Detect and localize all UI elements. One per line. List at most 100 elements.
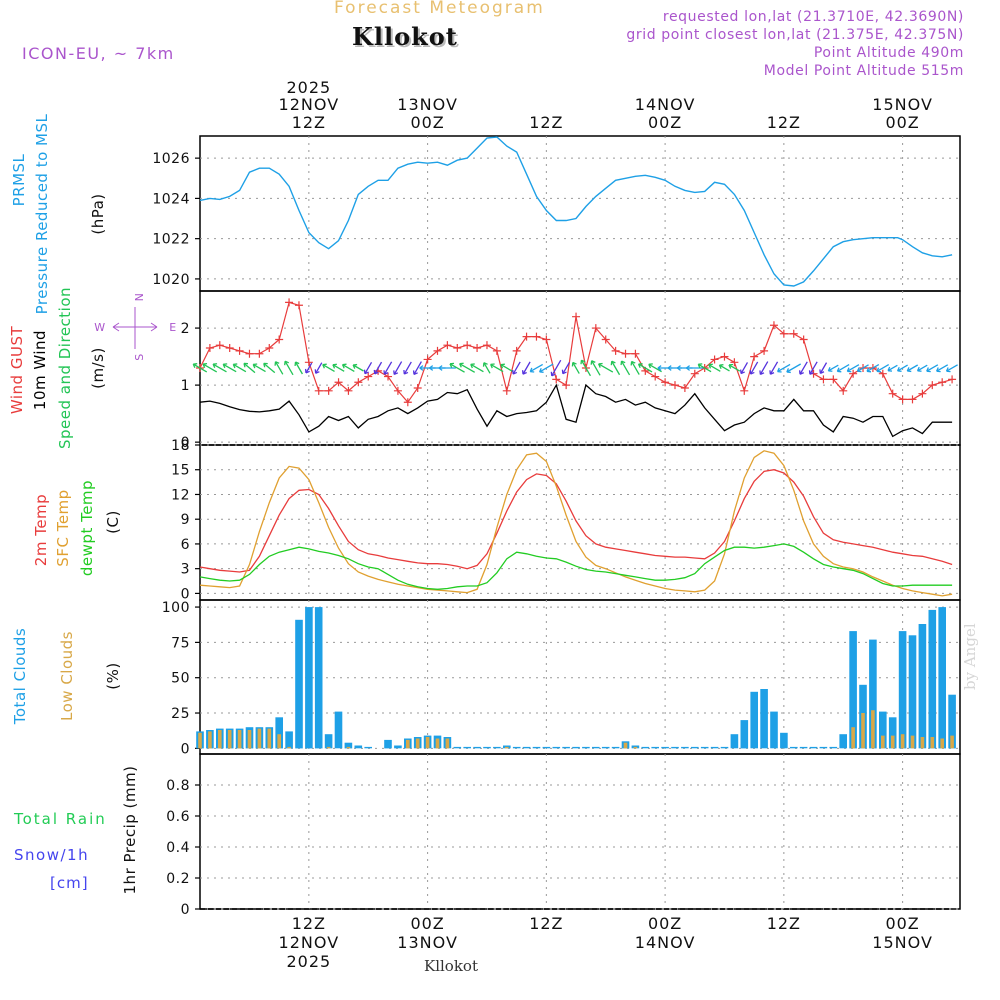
total-cloud-bar bbox=[473, 746, 481, 749]
gust-marker bbox=[918, 389, 927, 398]
wind-arrow-head bbox=[243, 362, 249, 368]
footer-station: Kllokot bbox=[424, 957, 478, 975]
wind-arrow-head bbox=[887, 366, 893, 372]
gust-marker bbox=[710, 355, 719, 364]
wind-direction-arrow bbox=[897, 364, 908, 372]
y-tick-label: 75 bbox=[171, 635, 190, 651]
wind-direction-arrow bbox=[719, 364, 730, 372]
wind-arrow-head bbox=[846, 367, 852, 373]
wind-direction-arrow bbox=[769, 361, 779, 375]
temp-unit: (C) bbox=[104, 510, 122, 534]
wind-direction-arrow bbox=[383, 361, 393, 375]
gust-marker bbox=[651, 372, 660, 381]
wind-arrow-head bbox=[438, 365, 443, 371]
total-cloud-bar bbox=[750, 691, 758, 749]
wind-direction-arrow bbox=[202, 363, 218, 373]
total-cloud-bar bbox=[691, 746, 699, 749]
total-cloud-bar bbox=[493, 746, 501, 749]
wind-arrow-head bbox=[580, 359, 586, 365]
wind-direction-arrow bbox=[759, 361, 769, 375]
total-cloud-bar bbox=[285, 731, 293, 749]
total-cloud-bar bbox=[879, 711, 887, 749]
gust-marker bbox=[671, 381, 679, 390]
total-cloud-bar bbox=[770, 711, 778, 749]
gust-marker bbox=[314, 386, 323, 395]
wind-direction-arrow bbox=[222, 363, 237, 373]
low-cloud-bar bbox=[940, 738, 944, 749]
point-altitude: Point Altitude 490m bbox=[813, 45, 964, 61]
wind-arrow-head bbox=[786, 368, 791, 374]
bottom-axis-hour: 12Z bbox=[529, 914, 563, 933]
gust-label: Wind GUST bbox=[8, 326, 26, 415]
y-tick-label: 100 bbox=[162, 600, 190, 616]
total-cloud-bar bbox=[869, 639, 877, 749]
wind-direction-arrow bbox=[551, 359, 562, 377]
pressure-line bbox=[199, 136, 953, 287]
precip-label-rain: Total Rain bbox=[13, 810, 107, 828]
gust-marker bbox=[552, 375, 561, 384]
wind-arrow-head bbox=[304, 368, 310, 374]
wind-direction-arrow bbox=[294, 361, 303, 375]
gust-marker bbox=[938, 378, 947, 387]
gust-marker bbox=[522, 332, 531, 341]
y-tick-label: 0.6 bbox=[166, 809, 190, 825]
total-cloud-bar bbox=[700, 746, 709, 749]
wind-direction-arrow bbox=[631, 361, 640, 375]
wind-direction-arrow bbox=[777, 363, 791, 373]
gust-marker bbox=[542, 335, 551, 344]
forecast-title: Forecast Meteogram bbox=[334, 0, 545, 18]
low-cloud-bar bbox=[425, 737, 430, 749]
gust-marker bbox=[215, 341, 224, 350]
wind-direction-arrow bbox=[459, 363, 476, 373]
wind-direction-arrow bbox=[740, 362, 749, 374]
bottom-axis-hour: 00Z bbox=[648, 914, 682, 933]
wind-arrow-head bbox=[728, 363, 734, 369]
low-cloud-bar bbox=[851, 727, 855, 749]
gust-marker bbox=[928, 381, 937, 390]
wind-direction-arrow bbox=[638, 363, 653, 373]
wind-arrow-head bbox=[718, 364, 724, 370]
wind-direction-arrow bbox=[539, 363, 554, 373]
wind-arrow-head bbox=[459, 362, 464, 368]
y-tick-label: 1026 bbox=[152, 151, 190, 167]
total-cloud-bar bbox=[799, 746, 808, 749]
wind-arrow-head bbox=[470, 363, 475, 369]
wind-arrow-head bbox=[550, 371, 556, 377]
wind-direction-arrow bbox=[352, 364, 364, 372]
temp-label-1: 2m Temp bbox=[32, 494, 50, 566]
y-tick-label: 6 bbox=[181, 537, 190, 553]
total-cloud-bar bbox=[483, 746, 491, 749]
pressure-unit: (hPa) bbox=[89, 193, 107, 234]
low-cloud-bar bbox=[247, 730, 252, 749]
gust-marker bbox=[433, 346, 442, 355]
wind-direction-arrow bbox=[620, 360, 631, 376]
wind-direction-arrow bbox=[232, 363, 247, 373]
gust-marker bbox=[502, 386, 511, 395]
y-tick-label: 0.4 bbox=[166, 840, 190, 856]
gust-marker bbox=[888, 389, 897, 398]
total-cloud-bar bbox=[334, 711, 343, 749]
bottom-axis-year: 2025 bbox=[286, 952, 331, 971]
gust-marker bbox=[799, 335, 808, 344]
wind-direction-arrow bbox=[490, 363, 504, 373]
precip-unit: 1hr Precip (mm) bbox=[121, 766, 139, 895]
wind-direction-arrow bbox=[284, 360, 294, 376]
gust-marker bbox=[443, 341, 452, 350]
wind-direction-arrow bbox=[572, 362, 580, 374]
low-cloud-bar bbox=[415, 738, 420, 749]
wind-direction-arrow bbox=[819, 362, 828, 374]
wind-arrow-head bbox=[322, 363, 327, 369]
wind-direction-arrow bbox=[828, 364, 839, 372]
pressure-label-1: PRMSL bbox=[10, 153, 28, 206]
wind-arrow-head bbox=[657, 365, 662, 371]
wind-arrow-head bbox=[419, 365, 424, 371]
total-cloud-bar bbox=[542, 746, 551, 749]
wind-arrow-head bbox=[332, 363, 337, 369]
gust-marker bbox=[275, 335, 284, 344]
low-cloud-bar bbox=[257, 728, 262, 749]
gust-marker bbox=[344, 386, 353, 395]
y-tick-label: 1020 bbox=[152, 272, 190, 288]
wind-direction-arrow bbox=[562, 361, 571, 375]
panel-frame-5 bbox=[199, 753, 961, 910]
wind-direction-arrow bbox=[837, 364, 850, 372]
